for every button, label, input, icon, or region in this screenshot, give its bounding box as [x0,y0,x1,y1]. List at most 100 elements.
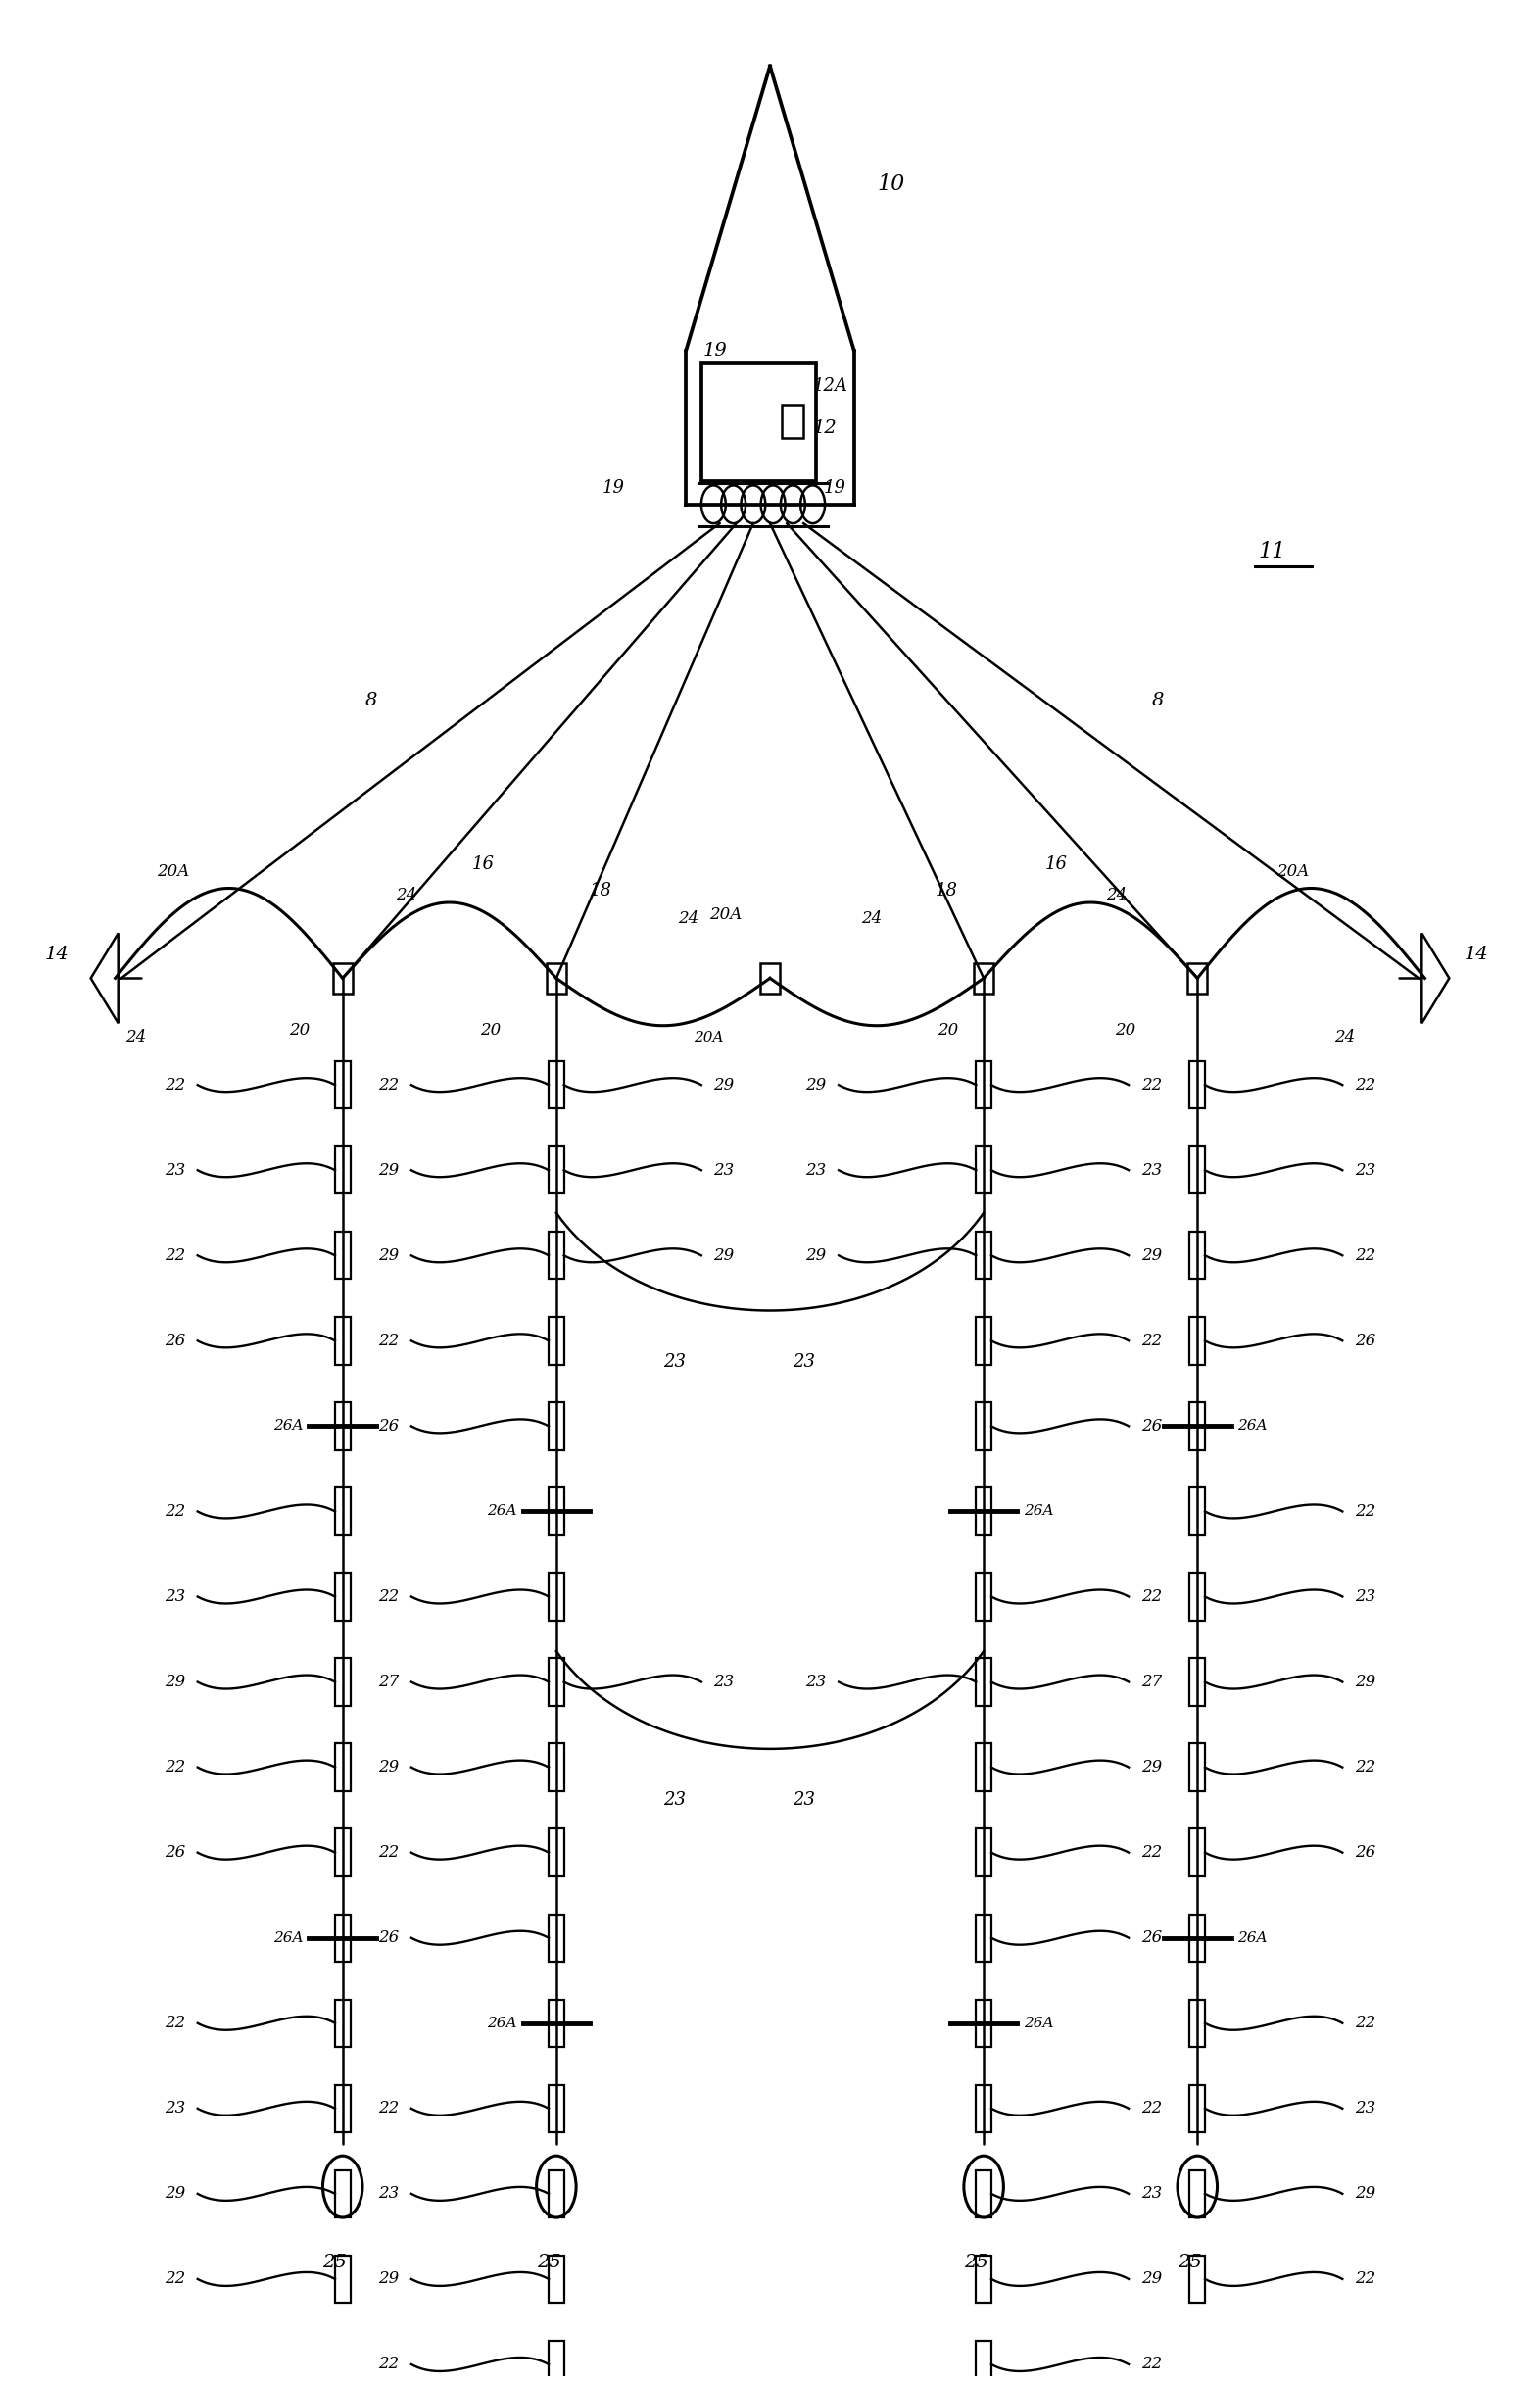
Text: 11: 11 [1258,541,1286,562]
Bar [1190,1659,1204,1706]
Bar [336,2171,350,2219]
Bar [1190,2254,1204,2302]
Text: 23: 23 [165,1589,185,1606]
Text: 24: 24 [126,1029,146,1046]
Bar [701,362,816,481]
Bar [1190,1999,1204,2047]
Text: 26A: 26A [487,2016,516,2030]
Bar [336,2085,350,2133]
Text: 20: 20 [1115,1022,1137,1039]
Bar [336,2254,350,2302]
Text: 22: 22 [379,1844,399,1861]
Bar [336,1999,350,2047]
Text: 23: 23 [1355,1589,1375,1606]
Text: 22: 22 [165,1759,185,1775]
Text: 29: 29 [165,1673,185,1690]
Bar [548,1659,564,1706]
Text: 22: 22 [1141,1077,1161,1094]
Text: 23: 23 [664,1354,685,1370]
Text: 22: 22 [1355,1759,1375,1775]
Bar [548,1146,564,1194]
Text: 23: 23 [805,1673,827,1690]
Bar [548,1744,564,1792]
Text: 19: 19 [824,479,845,496]
Text: 19: 19 [602,479,625,496]
Text: 23: 23 [1355,1163,1375,1180]
Bar [1190,1060,1204,1108]
Bar [1190,1401,1204,1449]
Text: 26: 26 [165,1844,185,1861]
Bar [1190,1487,1204,1535]
Bar [547,963,567,994]
Text: 10: 10 [876,174,904,195]
Bar [1190,1232,1204,1280]
Text: 24: 24 [1335,1029,1355,1046]
Bar [548,1060,564,1108]
Text: 26: 26 [1355,1332,1375,1349]
Text: 26A: 26A [1024,1504,1053,1518]
Text: 22: 22 [1355,1077,1375,1094]
Text: 23: 23 [1141,2185,1161,2202]
Bar [548,2254,564,2302]
Text: 20A: 20A [1277,863,1309,879]
Bar [976,1914,992,1961]
Bar [976,2171,992,2219]
Text: 16: 16 [473,855,494,872]
Text: 24: 24 [861,910,882,927]
Text: 26: 26 [379,1418,399,1435]
Bar [976,1232,992,1280]
Bar [976,1318,992,1365]
Text: 22: 22 [165,1246,185,1263]
Bar [336,1146,350,1194]
Text: 23: 23 [379,2185,399,2202]
Text: 25: 25 [323,2254,347,2271]
Bar [548,2340,564,2383]
Bar [976,1401,992,1449]
Bar [336,1318,350,1365]
Text: 22: 22 [165,1077,185,1094]
Text: 26A: 26A [1237,1420,1267,1432]
Text: 26A: 26A [1024,2016,1053,2030]
Polygon shape [1421,934,1449,1022]
Bar [336,1401,350,1449]
Text: 14: 14 [1465,946,1489,963]
Text: 23: 23 [713,1673,735,1690]
Bar [548,1573,564,1620]
Text: 29: 29 [713,1246,735,1263]
Bar [1190,1828,1204,1875]
Text: 24: 24 [1106,886,1127,903]
Text: 22: 22 [379,1589,399,1606]
Text: 29: 29 [1355,2185,1375,2202]
Text: 29: 29 [1355,1673,1375,1690]
Bar [548,1401,564,1449]
Text: 25: 25 [536,2254,561,2271]
Bar [548,1999,564,2047]
Text: 26A: 26A [487,1504,516,1518]
Text: 23: 23 [165,1163,185,1180]
Bar [1190,2171,1204,2219]
Text: 12A: 12A [813,377,849,396]
Bar [976,1060,992,1108]
Text: 22: 22 [1355,2271,1375,2288]
Text: 24: 24 [679,910,699,927]
Bar [336,1060,350,1108]
Text: 12: 12 [813,419,836,438]
Bar [336,1659,350,1706]
Text: 22: 22 [165,2016,185,2030]
Bar [548,1487,564,1535]
Text: 22: 22 [1141,1332,1161,1349]
Bar [1190,1573,1204,1620]
Bar [336,1573,350,1620]
Text: 24: 24 [396,886,417,903]
Bar [976,1659,992,1706]
Bar [976,2340,992,2383]
Text: 25: 25 [964,2254,989,2271]
Bar [1187,963,1207,994]
Bar [976,2254,992,2302]
Bar [333,963,353,994]
Text: 29: 29 [805,1077,827,1094]
Bar [1190,1744,1204,1792]
Bar [1190,1318,1204,1365]
Text: 26: 26 [1141,1418,1161,1435]
Bar [976,2085,992,2133]
